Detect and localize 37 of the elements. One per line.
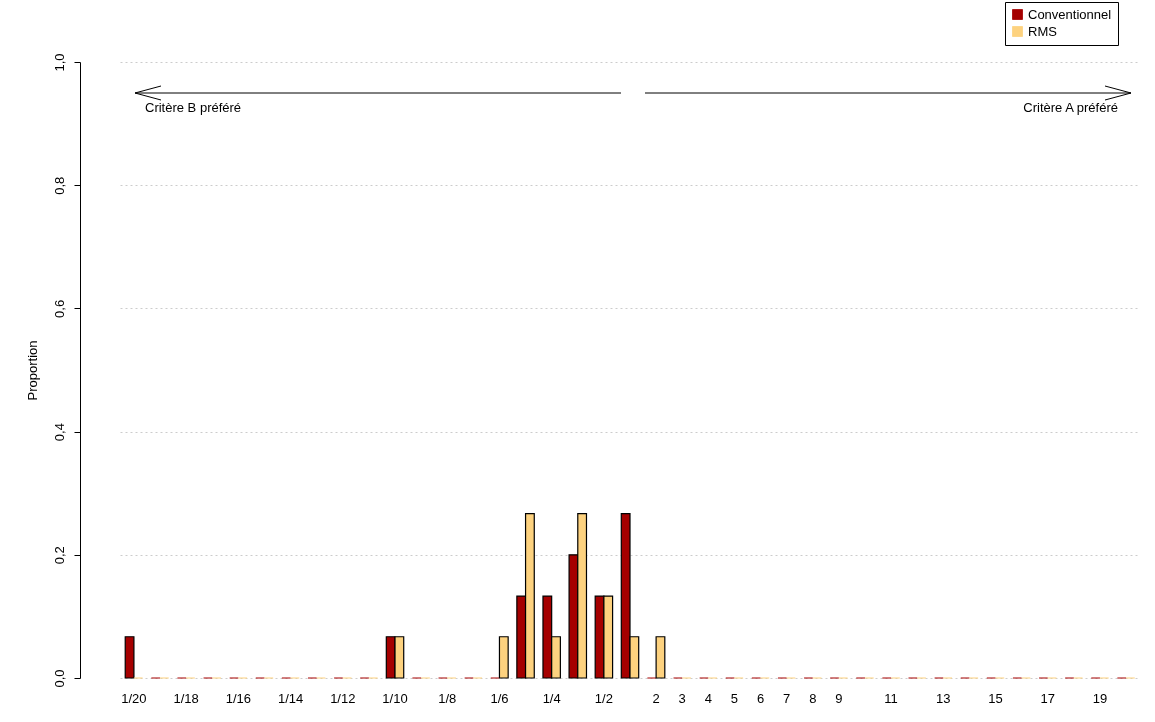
y-tick-label: 0,6 — [51, 299, 67, 318]
x-tick-label: 1/20 — [121, 690, 147, 706]
x-tick-label: 9 — [835, 690, 843, 706]
x-tick-label: 15 — [988, 690, 1003, 706]
x-tick-label: 1/8 — [438, 690, 457, 706]
legend-label: Conventionnel — [1028, 6, 1112, 22]
x-tick-label: 1/18 — [173, 690, 199, 706]
x-tick-label: 19 — [1092, 690, 1108, 706]
x-tick-label: 1/10 — [382, 690, 408, 706]
x-tick-label: 13 — [936, 690, 951, 706]
annotation: Critère B préféré — [145, 100, 242, 115]
x-tick-label: 8 — [809, 690, 817, 706]
y-tick-label: 0,2 — [51, 546, 67, 565]
x-tick-label: 3 — [678, 690, 686, 706]
y-axis-title: Proportion — [24, 340, 40, 401]
x-tick-label: 6 — [756, 690, 765, 706]
bar — [655, 636, 666, 679]
x-tick-label: 1/2 — [594, 690, 613, 706]
x-tick-label: 11 — [884, 690, 898, 706]
legend-label: RMS — [1028, 23, 1058, 39]
x-tick-label: 5 — [730, 690, 739, 706]
x-tick-label: 1/6 — [490, 690, 509, 706]
bar — [498, 636, 509, 679]
y-tick-label: 0,4 — [51, 423, 67, 442]
x-tick-label: 4 — [704, 690, 712, 706]
y-tick-label: 1,0 — [51, 53, 67, 72]
x-tick-label: 2 — [652, 690, 660, 706]
bar — [124, 636, 135, 679]
x-tick-label: 7 — [783, 690, 791, 706]
x-tick-label: 17 — [1040, 690, 1055, 706]
y-tick-label: 0,8 — [51, 176, 67, 195]
x-tick-label: 1/12 — [330, 690, 356, 706]
y-tick-label: 0,0 — [51, 669, 67, 688]
x-tick-label: 1/16 — [225, 690, 252, 706]
x-tick-label: 1/14 — [277, 690, 304, 706]
annotation: Critère A préféré — [1023, 100, 1118, 115]
x-tick-label: 1/4 — [542, 690, 561, 706]
